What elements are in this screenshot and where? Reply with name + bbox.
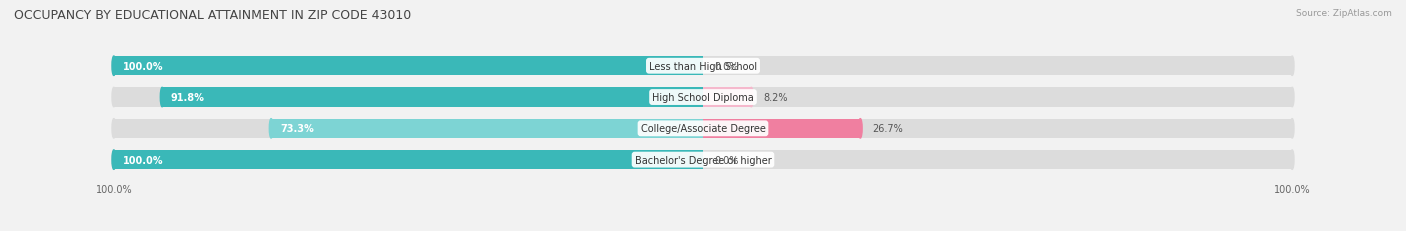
Text: 8.2%: 8.2% (763, 93, 787, 103)
Text: 26.7%: 26.7% (872, 124, 903, 134)
Bar (114, 57, 703, 76)
Circle shape (1291, 150, 1294, 170)
Bar (114, 88, 1292, 107)
Circle shape (112, 150, 115, 170)
Text: Less than High School: Less than High School (650, 61, 756, 71)
Bar (114, 150, 703, 170)
Text: Bachelor's Degree or higher: Bachelor's Degree or higher (634, 155, 772, 165)
Bar (114, 150, 1292, 170)
Circle shape (112, 57, 115, 76)
Text: OCCUPANCY BY EDUCATIONAL ATTAINMENT IN ZIP CODE 43010: OCCUPANCY BY EDUCATIONAL ATTAINMENT IN Z… (14, 9, 412, 22)
Circle shape (270, 119, 273, 138)
Bar (703, 88, 751, 107)
Bar (114, 119, 1292, 138)
Text: 91.8%: 91.8% (172, 93, 205, 103)
Text: College/Associate Degree: College/Associate Degree (641, 124, 765, 134)
Circle shape (112, 88, 115, 107)
Text: 100.0%: 100.0% (122, 155, 163, 165)
Circle shape (112, 57, 115, 76)
Text: 0.0%: 0.0% (714, 155, 740, 165)
Text: 100.0%: 100.0% (122, 61, 163, 71)
Circle shape (1291, 119, 1294, 138)
Circle shape (160, 88, 165, 107)
Circle shape (1291, 88, 1294, 107)
Bar (162, 88, 703, 107)
Circle shape (112, 150, 115, 170)
Bar (114, 57, 1292, 76)
Circle shape (859, 119, 862, 138)
Circle shape (112, 119, 115, 138)
Circle shape (1291, 57, 1294, 76)
Text: Source: ZipAtlas.com: Source: ZipAtlas.com (1296, 9, 1392, 18)
Bar (703, 119, 860, 138)
Bar (271, 119, 703, 138)
Text: 0.0%: 0.0% (714, 61, 740, 71)
Text: High School Diploma: High School Diploma (652, 93, 754, 103)
Text: 73.3%: 73.3% (280, 124, 314, 134)
Circle shape (749, 88, 754, 107)
